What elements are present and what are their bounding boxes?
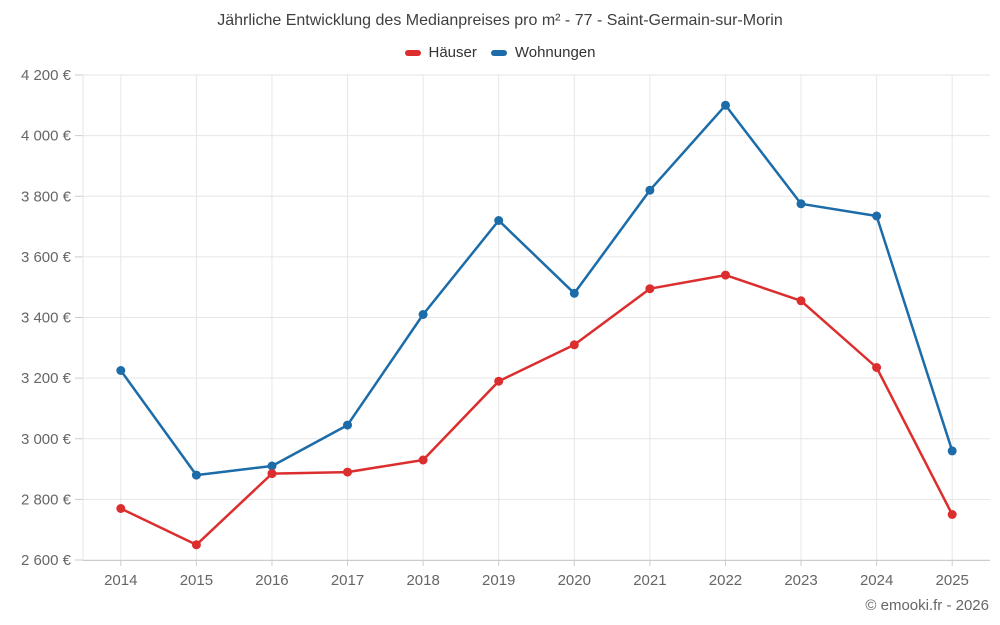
data-point-häuser-2023[interactable] — [796, 296, 806, 306]
x-axis-label: 2022 — [709, 572, 742, 589]
data-point-häuser-2024[interactable] — [872, 363, 882, 372]
chart-title: Jährliche Entwicklung des Medianpreises … — [217, 12, 783, 29]
x-axis-label: 2025 — [936, 572, 969, 589]
y-axis-label: 3 000 € — [21, 431, 72, 448]
data-point-wohnungen-2020[interactable] — [569, 288, 579, 298]
y-axis-label: 2 800 € — [21, 491, 72, 508]
x-axis-label: 2019 — [482, 572, 515, 589]
data-point-wohnungen-2016[interactable] — [267, 461, 277, 471]
data-point-wohnungen-2019[interactable] — [494, 216, 504, 225]
x-axis-label: 2018 — [406, 572, 439, 589]
x-axis-label: 2017 — [331, 572, 364, 589]
data-point-wohnungen-2015[interactable] — [191, 470, 201, 480]
legend-label-hauser: Häuser — [428, 44, 477, 61]
data-point-wohnungen-2024[interactable] — [872, 211, 882, 221]
data-point-häuser-2014[interactable] — [116, 504, 126, 513]
y-axis-label: 3 800 € — [21, 188, 72, 205]
data-point-häuser-2020[interactable] — [569, 340, 579, 350]
data-point-wohnungen-2017[interactable] — [343, 420, 352, 430]
x-axis-label: 2023 — [784, 572, 817, 589]
x-axis-label: 2015 — [180, 572, 213, 589]
data-point-wohnungen-2018[interactable] — [418, 310, 428, 319]
hauser-series-swatch-icon — [404, 49, 421, 56]
x-axis-label: 2016 — [255, 572, 288, 589]
data-point-wohnungen-2022[interactable] — [721, 100, 730, 110]
y-axis-label: 2 600 € — [21, 552, 72, 569]
legend-item-hauser[interactable]: Häuser — [404, 44, 477, 61]
data-point-häuser-2015[interactable] — [191, 540, 201, 550]
data-point-wohnungen-2023[interactable] — [796, 199, 806, 209]
data-point-häuser-2018[interactable] — [418, 455, 428, 465]
y-axis-label: 4 000 € — [21, 128, 72, 145]
y-axis-label: 4 200 € — [21, 67, 72, 84]
x-axis-label: 2021 — [633, 572, 666, 589]
data-point-häuser-2021[interactable] — [645, 284, 655, 294]
series-line-wohnungen — [119, 104, 954, 477]
legend-item-wohnungen[interactable]: Wohnungen — [490, 44, 596, 61]
data-point-häuser-2016[interactable] — [267, 469, 277, 479]
legend-label-wohnungen: Wohnungen — [514, 44, 596, 61]
data-point-wohnungen-2025[interactable] — [947, 446, 957, 456]
y-axis-label: 3 600 € — [21, 249, 72, 266]
data-point-häuser-2017[interactable] — [343, 467, 352, 477]
data-point-häuser-2022[interactable] — [721, 270, 730, 280]
y-axis-label: 3 200 € — [21, 370, 72, 387]
data-point-häuser-2025[interactable] — [947, 510, 957, 519]
legend: Häuser Wohnungen — [0, 44, 1000, 61]
data-point-wohnungen-2021[interactable] — [645, 185, 655, 195]
copyright-footer: © emooki.fr - 2026 — [865, 597, 989, 614]
series-line-häuser — [119, 273, 954, 547]
x-axis-label: 2024 — [860, 572, 893, 589]
wohnungen-series-swatch-icon — [490, 49, 507, 56]
data-point-wohnungen-2014[interactable] — [116, 366, 126, 375]
y-axis-label: 3 400 € — [21, 310, 72, 327]
x-axis-label: 2014 — [104, 572, 137, 589]
x-axis-label: 2020 — [558, 572, 591, 589]
data-point-häuser-2019[interactable] — [494, 376, 504, 386]
